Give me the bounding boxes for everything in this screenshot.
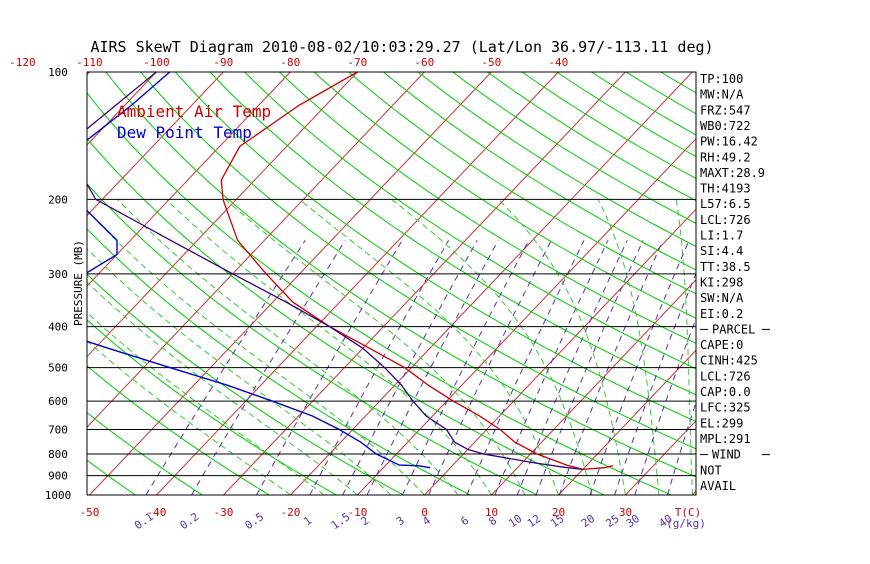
moist-adiabat xyxy=(225,199,525,495)
dry-adiabat xyxy=(488,72,870,495)
index-item: LFC:325 xyxy=(700,401,751,415)
trace-ambient-air-temp xyxy=(221,72,613,469)
top-temp-tick-label: -80 xyxy=(280,56,300,69)
top-temp-tick-label: -120 xyxy=(9,56,36,69)
index-item: FRZ:547 xyxy=(700,103,751,117)
top-temp-tick-label: -100 xyxy=(143,56,170,69)
isotherm xyxy=(492,72,870,495)
index-item: MW:N/A xyxy=(700,88,744,102)
mixing-ratio-tick-label: 4 xyxy=(420,514,433,529)
index-item: TT:38.5 xyxy=(700,260,751,274)
pressure-tick-label: 600 xyxy=(48,395,68,408)
bottom-temp-tick-label: -30 xyxy=(214,506,234,519)
mixing-ratio-tick-label: 6 xyxy=(458,514,471,528)
axis-labels: 100 200 300 400 500 600 700 800 900 1000 -120 -110 -… xyxy=(9,56,706,532)
dry-adiabat xyxy=(418,72,870,495)
pressure-tick-label: 300 xyxy=(48,268,68,281)
isotherm xyxy=(224,72,626,495)
dry-adiabat xyxy=(453,72,870,495)
pressure-tick-label: 900 xyxy=(48,470,68,483)
index-item: CINH:425 xyxy=(700,354,758,368)
isotherm xyxy=(827,72,870,495)
index-item: NOT xyxy=(700,463,722,477)
index-item: SW:N/A xyxy=(700,291,744,305)
moist-adiabat xyxy=(299,199,558,495)
mixing-ratio-unit-label: (g/kg) xyxy=(666,517,706,530)
dry-adiabat xyxy=(279,72,870,495)
index-item: CAP:0.0 xyxy=(700,385,751,399)
bottom-temp-tick-label: -20 xyxy=(281,506,301,519)
dry-adiabat xyxy=(175,72,870,495)
legend: Ambient Air Temp Dew Point Temp xyxy=(117,102,271,142)
dry-adiabat xyxy=(314,72,870,495)
index-item: L57:6.5 xyxy=(700,197,751,211)
isotherm xyxy=(0,72,22,495)
index-item: EL:299 xyxy=(700,416,743,430)
dry-adiabat xyxy=(349,72,870,495)
index-item: KI:298 xyxy=(700,275,743,289)
pressure-tick-label: 200 xyxy=(48,193,68,206)
mixing-ratio-tick-label: 0.2 xyxy=(178,510,202,532)
mixing-ratio-tick-label: 10 xyxy=(506,512,524,530)
pressure-tick-label: 800 xyxy=(48,448,68,461)
index-item: SI:4.4 xyxy=(700,244,743,258)
isotherm xyxy=(760,72,870,495)
top-temp-tick-label: -110 xyxy=(76,56,103,69)
moist-adiabat xyxy=(0,199,290,495)
index-item: CAPE:0 xyxy=(700,338,743,352)
top-temp-tick-label: -50 xyxy=(481,56,501,69)
top-temp-tick-label: -90 xyxy=(213,56,233,69)
index-item: LCL:726 xyxy=(700,213,751,227)
bottom-temp-tick-label: -50 xyxy=(80,506,100,519)
index-item: RH:49.2 xyxy=(700,150,751,164)
mixing-ratio-tick-label: 0.5 xyxy=(243,510,267,532)
index-item: LI:1.7 xyxy=(700,229,743,243)
moist-adiabat xyxy=(117,199,458,495)
mixing-ratio-tick-label: 2 xyxy=(359,514,372,528)
mixing-ratio-tick-label: 20 xyxy=(579,512,597,530)
index-item: MAXT:28.9 xyxy=(700,166,765,180)
pressure-tick-label: 100 xyxy=(48,66,68,79)
mixing-ratio-tick-label: 12 xyxy=(525,512,543,530)
dry-adiabat xyxy=(210,72,870,495)
index-item: PARCEL xyxy=(712,322,755,336)
index-item: WIND xyxy=(712,448,741,462)
legend-ambient-air-temp: Ambient Air Temp xyxy=(117,102,271,121)
index-item: AVAIL xyxy=(700,479,736,493)
index-item: LCL:726 xyxy=(700,369,751,383)
top-temp-tick-label: -60 xyxy=(414,56,434,69)
index-item: EI:0.2 xyxy=(700,307,743,321)
isotherm xyxy=(291,72,693,495)
mixing-ratio-tick-label: 3 xyxy=(394,514,407,528)
index-item: PW:16.42 xyxy=(700,135,758,149)
index-item: WB0:722 xyxy=(700,119,751,133)
index-item: TH:4193 xyxy=(700,182,751,196)
mixing-ratio-tick-label: 1 xyxy=(301,514,314,528)
pressure-tick-label: 400 xyxy=(48,321,68,334)
index-item: TP:100 xyxy=(700,72,743,86)
pressure-tick-label: 1000 xyxy=(45,489,72,502)
top-temp-tick-label: -40 xyxy=(548,56,568,69)
isotherm xyxy=(425,72,827,495)
pressure-tick-label: 700 xyxy=(48,423,68,436)
pressure-tick-label: 500 xyxy=(48,362,68,375)
y-axis-label: PRESSURE (MB) xyxy=(72,240,85,326)
chart-title: AIRS SkewT Diagram 2010-08-02/10:03:29.2… xyxy=(90,38,713,56)
index-item: MPL:291 xyxy=(700,432,751,446)
top-temp-tick-label: -70 xyxy=(347,56,367,69)
legend-dew-point-temp: Dew Point Temp xyxy=(117,123,252,142)
